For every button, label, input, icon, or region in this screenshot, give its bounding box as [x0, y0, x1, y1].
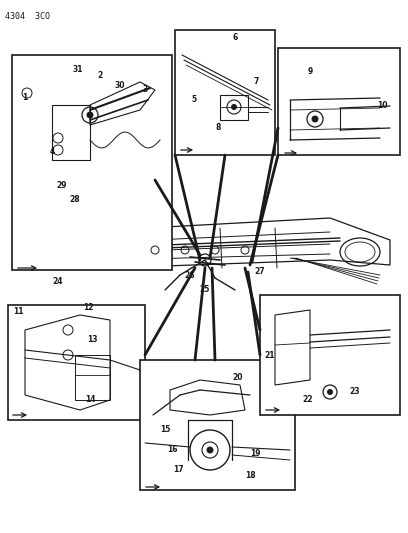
Text: 18: 18 — [245, 471, 255, 480]
Text: 31: 31 — [73, 66, 83, 75]
Text: 3: 3 — [142, 85, 148, 94]
Text: 10: 10 — [377, 101, 387, 109]
Text: 17: 17 — [173, 465, 183, 474]
Text: 16: 16 — [167, 446, 177, 455]
Bar — [12, 55, 172, 270]
Text: 12: 12 — [83, 303, 93, 312]
Text: 4: 4 — [49, 148, 55, 157]
Bar — [52, 105, 90, 160]
Text: 19: 19 — [250, 448, 260, 457]
Bar — [220, 95, 248, 120]
Circle shape — [328, 390, 333, 394]
Circle shape — [87, 112, 93, 118]
Text: 30: 30 — [115, 80, 125, 90]
Text: 5: 5 — [191, 95, 197, 104]
Text: 8: 8 — [215, 124, 221, 133]
Bar — [175, 30, 275, 155]
Text: 2: 2 — [98, 71, 103, 80]
Text: 1: 1 — [22, 93, 28, 102]
Text: 25: 25 — [200, 286, 210, 295]
Text: 24: 24 — [53, 278, 63, 287]
Text: 29: 29 — [57, 181, 67, 190]
Text: 14: 14 — [85, 395, 95, 405]
Text: 27: 27 — [255, 268, 265, 277]
Text: 21: 21 — [265, 351, 275, 359]
Circle shape — [231, 104, 237, 109]
Text: 11: 11 — [13, 308, 23, 317]
Text: 15: 15 — [160, 425, 170, 434]
Bar — [140, 360, 295, 490]
Text: 22: 22 — [303, 395, 313, 405]
Text: 13: 13 — [87, 335, 97, 344]
Text: 6: 6 — [233, 34, 237, 43]
Text: 28: 28 — [70, 196, 80, 205]
Text: 7: 7 — [253, 77, 259, 86]
Text: 9: 9 — [307, 68, 313, 77]
Bar — [278, 48, 400, 155]
Text: 23: 23 — [350, 387, 360, 397]
Bar — [260, 295, 400, 415]
Circle shape — [312, 116, 318, 122]
Circle shape — [207, 447, 213, 453]
Bar — [8, 305, 145, 420]
Text: 4304  3CO: 4304 3CO — [5, 12, 50, 21]
Text: 26: 26 — [185, 271, 195, 279]
Text: 20: 20 — [233, 374, 243, 383]
Bar — [75, 355, 110, 400]
